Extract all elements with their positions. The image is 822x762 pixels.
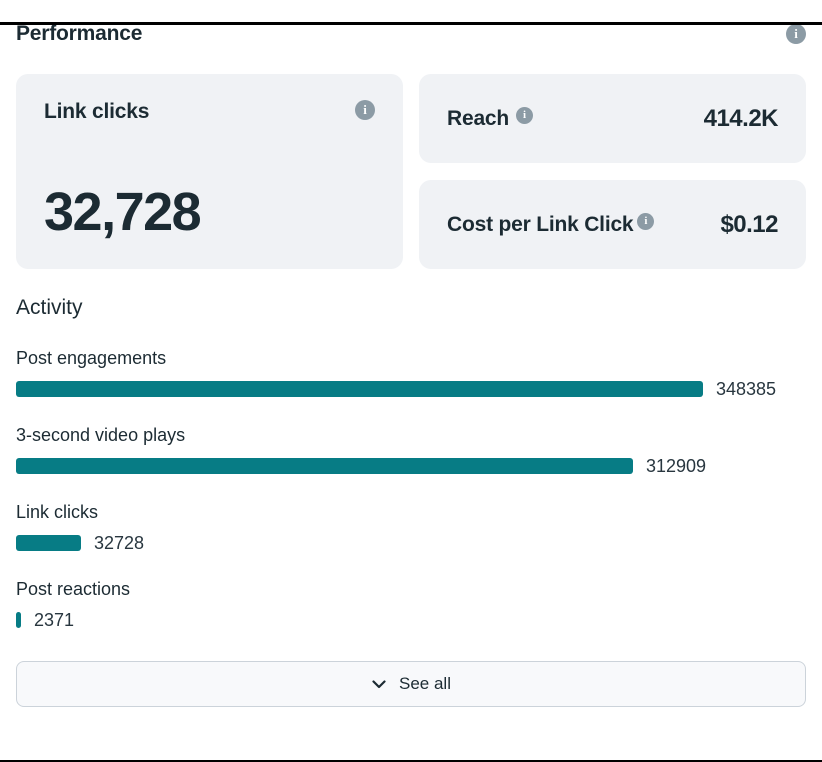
link-clicks-value: 32,728 xyxy=(44,182,202,242)
link-clicks-card-header: Link clicks i xyxy=(44,100,375,124)
reach-value: 414.2K xyxy=(703,104,779,132)
activity-row: Post reactions 2371 xyxy=(16,578,806,630)
activity-row-label: Post engagements xyxy=(16,348,167,368)
info-icon[interactable]: i xyxy=(516,106,534,124)
activity-bar-line: 32728 xyxy=(16,533,806,553)
reach-card: Reach i 414.2K xyxy=(419,74,806,163)
activity-bar-line: 2371 xyxy=(16,610,806,630)
reach-label: Reach xyxy=(447,106,510,130)
activity-bar xyxy=(16,535,81,551)
window-top-border xyxy=(0,22,822,25)
activity-row-label: Link clicks xyxy=(16,502,99,522)
panel-title: Performance xyxy=(16,22,143,45)
activity-row-label: 3-second video plays xyxy=(16,425,186,445)
cost-per-link-click-value: $0.12 xyxy=(720,210,778,238)
activity-bar-value: 312909 xyxy=(646,456,707,476)
performance-header: Performance i xyxy=(16,22,806,46)
info-icon[interactable]: i xyxy=(355,100,375,120)
info-icon[interactable]: i xyxy=(637,212,655,230)
activity-bar-line: 348385 xyxy=(16,379,806,399)
activity-bar xyxy=(16,612,21,628)
see-all-button[interactable]: See all xyxy=(16,661,806,707)
activity-bar xyxy=(16,458,633,474)
cost-per-link-click-card: Cost per Link Click i $0.12 xyxy=(419,180,806,269)
activity-bar-chart: Post engagements 348385 3-second video pla… xyxy=(16,347,806,630)
info-icon[interactable]: i xyxy=(786,24,806,44)
link-clicks-card: Link clicks i 32,728 xyxy=(16,74,403,269)
activity-bar-value: 2371 xyxy=(34,610,75,630)
reach-label-group: Reach i xyxy=(447,106,534,131)
activity-row-label: Post reactions xyxy=(16,579,131,599)
activity-row: Link clicks 32728 xyxy=(16,501,806,553)
link-clicks-label: Link clicks xyxy=(44,100,150,123)
performance-panel: Performance i Link clicks i 32,728 Reach… xyxy=(0,22,822,707)
activity-bar-line: 312909 xyxy=(16,456,806,476)
see-all-label: See all xyxy=(399,674,451,693)
activity-bar-value: 32728 xyxy=(94,533,145,553)
activity-bar xyxy=(16,381,703,397)
activity-row: 3-second video plays 312909 xyxy=(16,424,806,476)
cost-per-link-click-label: Cost per Link Click xyxy=(447,212,634,236)
chevron-down-icon xyxy=(371,676,387,692)
activity-section-title: Activity xyxy=(16,296,83,319)
activity-row: Post engagements 348385 xyxy=(16,347,806,399)
activity-bar-value: 348385 xyxy=(716,379,777,399)
cost-label-group: Cost per Link Click i xyxy=(447,212,655,237)
metric-cards: Link clicks i 32,728 Reach i 414.2K Cost… xyxy=(16,74,806,269)
